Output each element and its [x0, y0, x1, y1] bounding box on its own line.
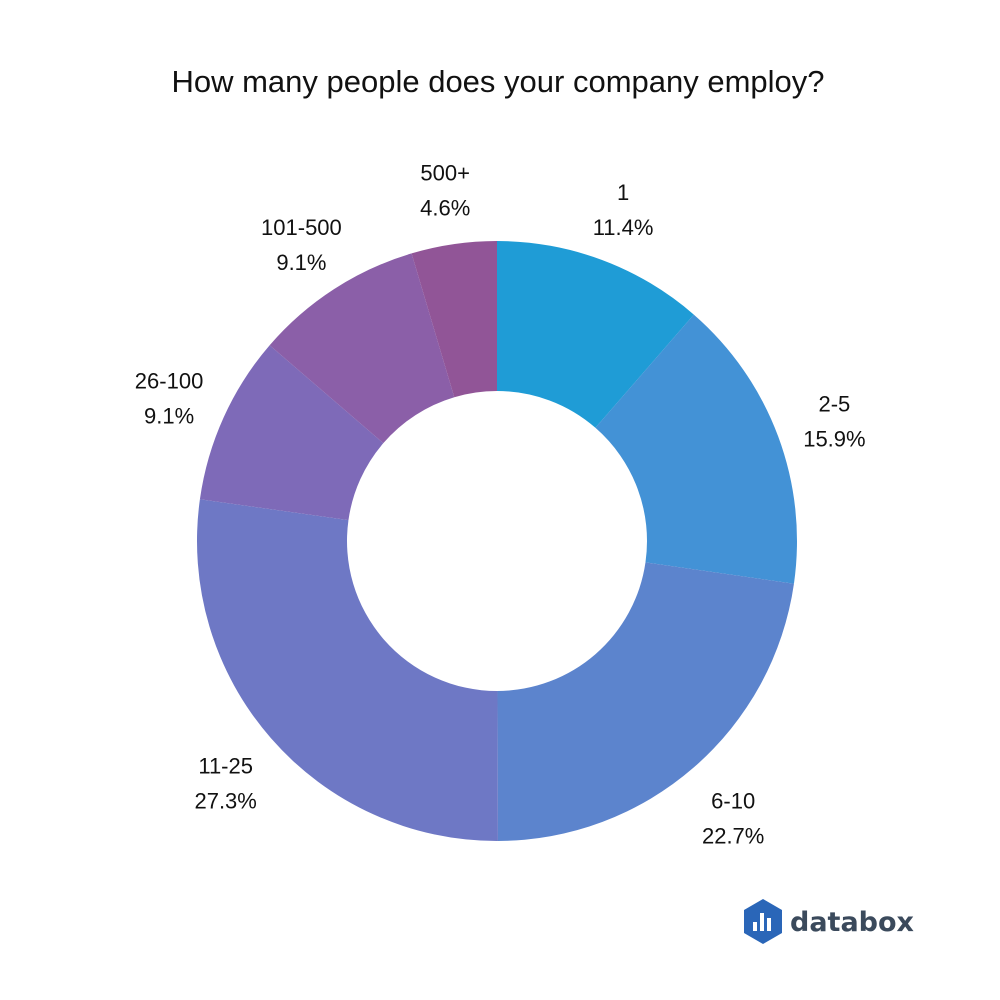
slice-labels: 1 11.4% 2-5 15.9% 6-10 22.7% 11-25 27.3% 26-100 9…	[135, 161, 866, 849]
slice-value-label: 22.7%	[702, 824, 764, 849]
slice-1	[497, 241, 694, 428]
brand-name: databox	[790, 907, 914, 938]
slice-category-label: 11-25	[198, 754, 253, 779]
slice-category-label: 500+	[420, 161, 470, 186]
slice-value-label: 9.1%	[276, 250, 326, 275]
slice-category-label: 2-5	[819, 391, 851, 416]
slice-101-500	[269, 253, 455, 444]
slice-11-25	[197, 499, 498, 841]
donut-slices	[197, 241, 797, 841]
slice-category-label: 6-10	[711, 789, 755, 814]
slice-value-label: 11.4%	[593, 215, 654, 240]
slice-value-label: 9.1%	[144, 403, 194, 428]
slice-6-10	[497, 562, 794, 841]
databox-logo: databox	[744, 899, 914, 944]
slice-category-label: 1	[617, 180, 629, 205]
databox-hexagon-bars-icon	[744, 899, 782, 944]
slice-500+	[411, 241, 497, 398]
slice-2-5	[595, 314, 797, 584]
slice-value-label: 4.6%	[420, 196, 470, 221]
chart-title: How many people does your company employ…	[171, 64, 824, 99]
slice-value-label: 27.3%	[194, 789, 256, 814]
slice-26-100	[199, 345, 384, 521]
slice-category-label: 26-100	[135, 368, 204, 393]
slice-category-label: 101-500	[261, 215, 342, 240]
slice-value-label: 15.9%	[803, 426, 865, 451]
